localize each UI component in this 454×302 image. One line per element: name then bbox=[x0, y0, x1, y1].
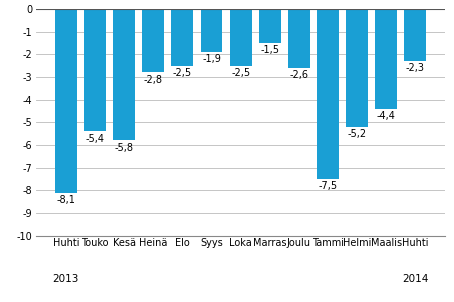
Bar bbox=[230, 9, 252, 66]
Bar bbox=[84, 9, 106, 131]
Text: -1,5: -1,5 bbox=[260, 45, 279, 55]
Text: -5,8: -5,8 bbox=[114, 143, 133, 153]
Text: 2013: 2013 bbox=[53, 275, 79, 284]
Text: -1,9: -1,9 bbox=[202, 54, 221, 64]
Text: -7,5: -7,5 bbox=[318, 181, 338, 191]
Bar bbox=[113, 9, 135, 140]
Text: -2,6: -2,6 bbox=[289, 70, 308, 80]
Text: -4,4: -4,4 bbox=[377, 111, 396, 121]
Bar bbox=[288, 9, 310, 68]
Text: -2,8: -2,8 bbox=[144, 75, 163, 85]
Bar bbox=[317, 9, 339, 179]
Bar bbox=[346, 9, 368, 127]
Bar bbox=[201, 9, 222, 52]
Text: -5,2: -5,2 bbox=[348, 129, 367, 139]
Text: -5,4: -5,4 bbox=[85, 134, 104, 144]
Bar bbox=[259, 9, 281, 43]
Text: -2,5: -2,5 bbox=[173, 68, 192, 78]
Bar bbox=[405, 9, 426, 61]
Text: -8,1: -8,1 bbox=[56, 195, 75, 205]
Text: -2,3: -2,3 bbox=[406, 63, 425, 73]
Text: 2014: 2014 bbox=[402, 275, 429, 284]
Bar bbox=[172, 9, 193, 66]
Bar bbox=[142, 9, 164, 72]
Text: -2,5: -2,5 bbox=[231, 68, 250, 78]
Bar bbox=[55, 9, 77, 193]
Bar bbox=[375, 9, 397, 109]
